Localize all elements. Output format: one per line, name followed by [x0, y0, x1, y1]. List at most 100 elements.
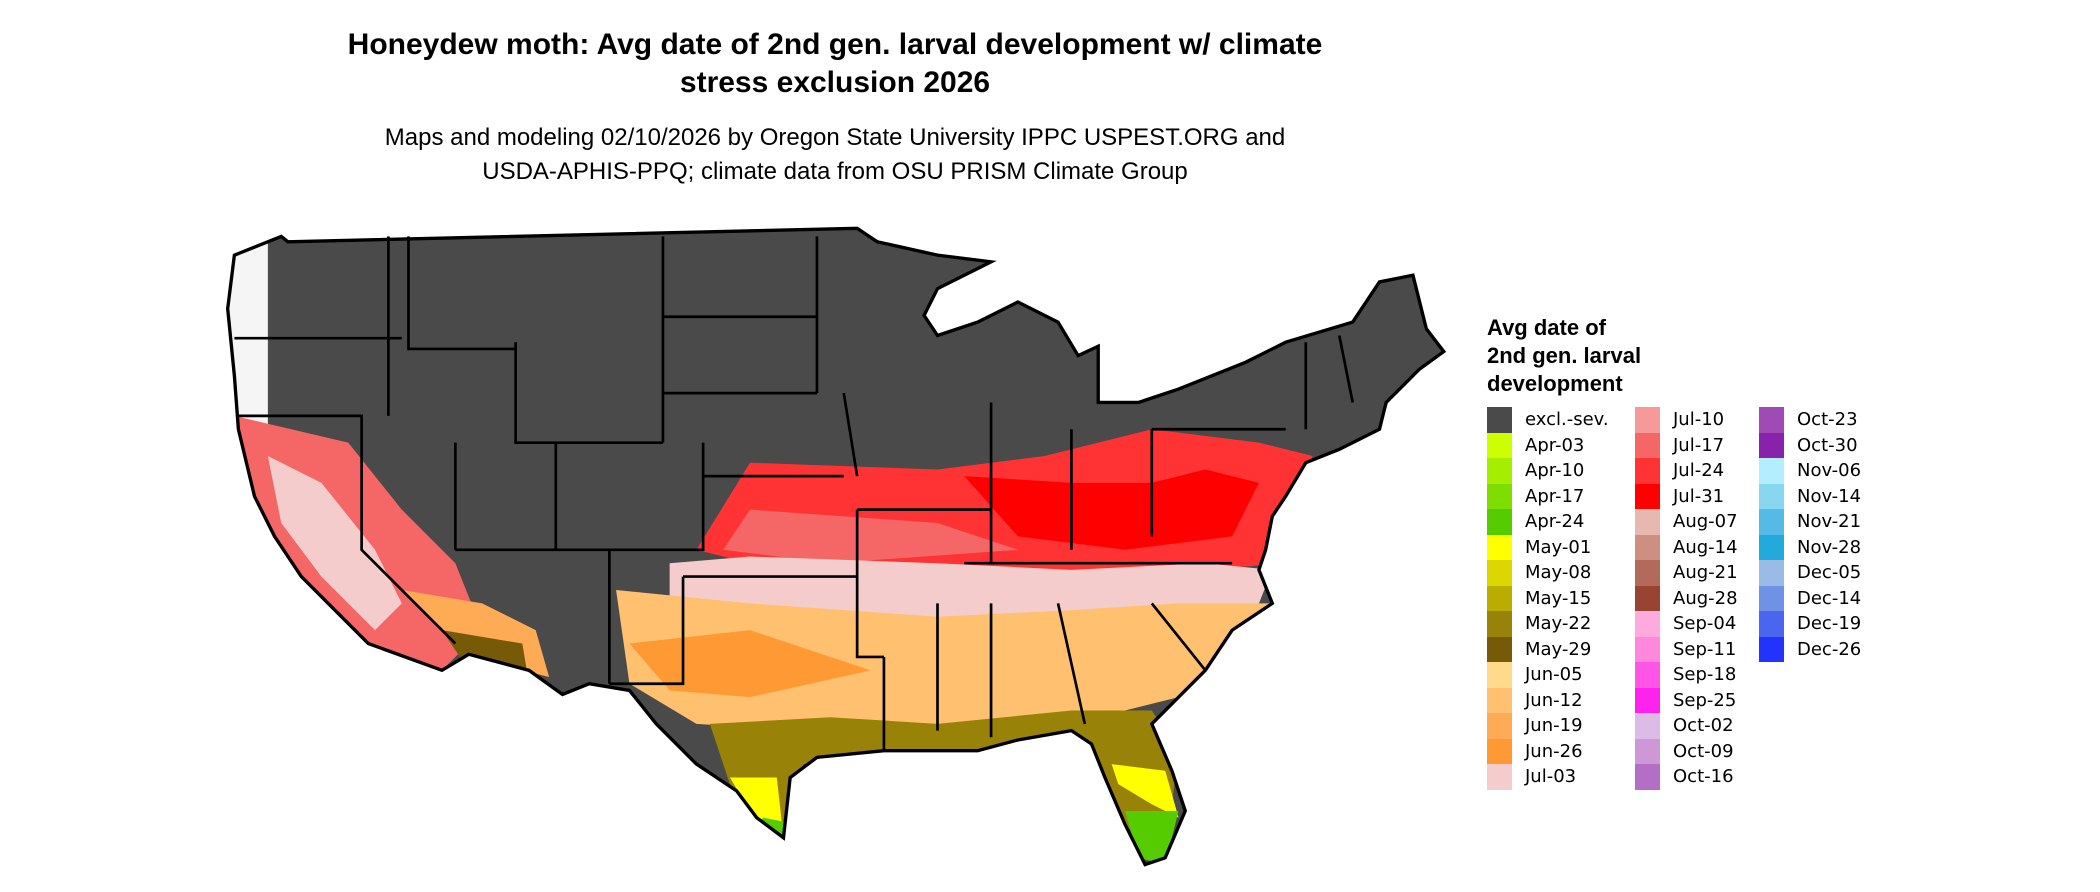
legend-column-1: excl.-sev. Apr-03 Apr-10 Apr-17 Apr-24 May-01… — [1487, 407, 1609, 790]
chart-title: Honeydew moth: Avg date of 2nd gen. larv… — [235, 26, 1435, 102]
legend-label: Jun-19 — [1525, 715, 1583, 737]
legend-swatch — [1759, 458, 1784, 484]
legend-swatch — [1635, 534, 1660, 560]
legend-item: Aug-28 — [1635, 585, 1738, 611]
legend-title-line-1: Avg date of — [1487, 315, 1606, 340]
legend-label: Jul-17 — [1673, 434, 1725, 456]
legend-label: Dec-14 — [1797, 587, 1862, 609]
legend-item: Dec-14 — [1759, 585, 1862, 611]
legend-swatch — [1635, 611, 1660, 637]
legend-item: Jun-05 — [1487, 662, 1609, 688]
legend-item: Aug-21 — [1635, 560, 1738, 586]
legend-item: Apr-10 — [1487, 458, 1609, 484]
legend-label: May-29 — [1525, 638, 1592, 660]
subtitle-line-1: Maps and modeling 02/10/2026 by Oregon S… — [384, 124, 1286, 151]
legend-swatch — [1487, 458, 1512, 484]
legend-label: Nov-28 — [1797, 536, 1862, 558]
legend-swatch — [1635, 713, 1660, 739]
legend-swatch — [1759, 407, 1784, 433]
band-jul-17 — [723, 509, 1018, 564]
legend-title-line-3: development — [1487, 371, 1623, 396]
legend-label: May-01 — [1525, 536, 1592, 558]
legend-label: Jul-31 — [1673, 485, 1725, 507]
legend-item: May-22 — [1487, 611, 1609, 637]
legend-label: Dec-05 — [1797, 562, 1862, 584]
legend-item: Sep-25 — [1635, 687, 1738, 713]
legend-item: Oct-02 — [1635, 713, 1738, 739]
legend-item: Jul-17 — [1635, 432, 1738, 458]
legend-item: excl.-sev. — [1487, 407, 1609, 433]
legend-swatch — [1487, 407, 1512, 433]
legend-swatch — [1487, 662, 1512, 688]
band-jun-26 — [629, 630, 871, 698]
state-borders — [234, 236, 1354, 751]
legend-item: Jun-19 — [1487, 713, 1609, 739]
legend-label: Oct-23 — [1797, 409, 1858, 431]
legend-item: May-15 — [1487, 585, 1609, 611]
legend-swatch — [1487, 636, 1512, 662]
band-jul-31 — [964, 469, 1259, 550]
legend-item: Nov-14 — [1759, 483, 1861, 509]
legend-swatch — [1487, 585, 1512, 611]
legend-item: Jun-12 — [1487, 687, 1609, 713]
legend-swatch — [1487, 483, 1512, 509]
legend-label: Jul-03 — [1525, 766, 1577, 788]
legend-swatch — [1759, 560, 1784, 586]
legend-swatch — [1487, 509, 1512, 535]
legend-item: Nov-28 — [1759, 534, 1862, 560]
legend-swatch — [1635, 407, 1660, 433]
legend-swatch — [1635, 483, 1660, 509]
band-west-pink — [267, 456, 402, 631]
legend-label: Nov-06 — [1797, 460, 1862, 482]
legend-label: Oct-09 — [1673, 740, 1734, 762]
legend-item: Apr-03 — [1487, 432, 1609, 458]
legend-label: Aug-28 — [1673, 587, 1738, 609]
legend-label: Jun-12 — [1525, 689, 1583, 711]
legend-item: Nov-06 — [1759, 458, 1861, 484]
legend-item: May-29 — [1487, 636, 1609, 662]
legend-label: May-22 — [1525, 613, 1592, 635]
legend-swatch — [1635, 585, 1660, 611]
legend-swatch — [1635, 662, 1660, 688]
legend-label: Oct-16 — [1673, 766, 1734, 788]
legend-label: May-15 — [1525, 587, 1592, 609]
legend-swatch — [1635, 458, 1660, 484]
band-florida-yellow — [1111, 764, 1179, 818]
legend-swatch — [1635, 764, 1660, 790]
legend-label: Apr-03 — [1525, 434, 1585, 456]
legend-swatch — [1635, 432, 1660, 458]
legend-label: Aug-14 — [1673, 536, 1738, 558]
legend-swatch — [1487, 687, 1512, 713]
legend-label: Jul-24 — [1673, 460, 1725, 482]
legend-label: Apr-24 — [1525, 511, 1585, 533]
title-line-2: stress exclusion 2026 — [679, 66, 991, 99]
legend-swatch — [1635, 636, 1660, 662]
legend-item: Dec-26 — [1759, 636, 1861, 662]
legend-item: Oct-09 — [1635, 738, 1738, 764]
legend-swatch — [1635, 560, 1660, 586]
legend-label: Nov-21 — [1797, 511, 1862, 533]
legend-label: Oct-30 — [1797, 434, 1858, 456]
legend-label: Aug-21 — [1673, 562, 1738, 584]
legend-item: Aug-07 — [1635, 509, 1738, 535]
legend-swatch — [1759, 534, 1784, 560]
legend-label: Apr-17 — [1525, 485, 1585, 507]
legend-swatch — [1487, 764, 1512, 790]
title-line-1: Honeydew moth: Avg date of 2nd gen. larv… — [347, 28, 1323, 61]
legend-swatch — [1487, 432, 1512, 458]
legend-swatch — [1759, 432, 1784, 458]
legend-swatch — [1759, 611, 1784, 637]
legend-item: Dec-05 — [1759, 560, 1861, 586]
legend-item: Dec-19 — [1759, 611, 1861, 637]
legend-item: Oct-23 — [1759, 407, 1861, 433]
legend-item: Sep-04 — [1635, 611, 1738, 637]
legend-label: Jul-10 — [1673, 409, 1725, 431]
legend-swatch — [1759, 585, 1784, 611]
legend-column-2: Jul-10 Jul-17 Jul-24 Jul-31 Aug-07 Aug-14 Aug-… — [1635, 407, 1738, 790]
legend-item: Oct-16 — [1635, 764, 1738, 790]
legend-item: Apr-17 — [1487, 483, 1609, 509]
legend-label: Oct-02 — [1673, 715, 1734, 737]
legend-item: Jul-03 — [1487, 764, 1609, 790]
legend-swatch — [1759, 636, 1784, 662]
legend-title: Avg date of 2nd gen. larval development — [1487, 314, 1641, 398]
